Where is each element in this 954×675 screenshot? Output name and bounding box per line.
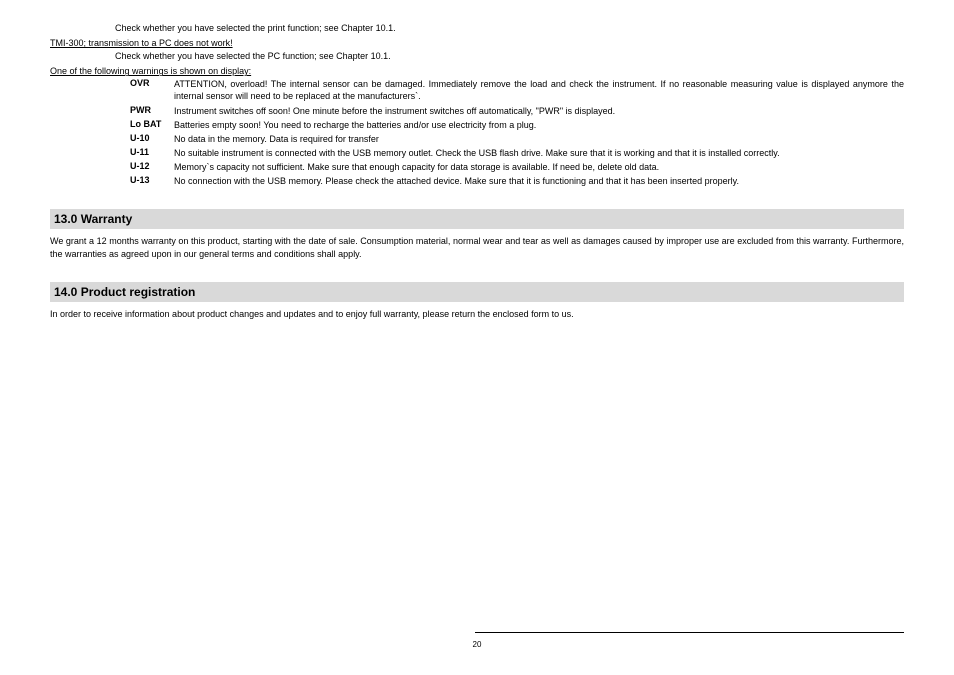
warning-desc: No data in the memory. Data is required … bbox=[174, 133, 904, 145]
footer-rule bbox=[475, 632, 904, 633]
warning-code: PWR bbox=[130, 105, 174, 115]
warning-code: U-13 bbox=[130, 175, 174, 185]
warning-desc: Instrument switches off soon! One minute… bbox=[174, 105, 904, 117]
warning-desc: No suitable instrument is connected with… bbox=[174, 147, 904, 159]
warning-row: U-10 No data in the memory. Data is requ… bbox=[130, 133, 904, 145]
warning-code: Lo BAT bbox=[130, 119, 174, 129]
section-title-warranty: 13.0 Warranty bbox=[50, 209, 904, 229]
warning-code: U-12 bbox=[130, 161, 174, 171]
warning-row: U-13 No connection with the USB memory. … bbox=[130, 175, 904, 187]
sub-heading-tmi300: TMI-300; transmission to a PC does not w… bbox=[50, 38, 904, 48]
warning-code: OVR bbox=[130, 78, 174, 88]
page-number: 20 bbox=[0, 640, 954, 649]
document-page: Check whether you have selected the prin… bbox=[0, 0, 954, 675]
warning-code: U-10 bbox=[130, 133, 174, 143]
warning-desc: Memory`s capacity not sufficient. Make s… bbox=[174, 161, 904, 173]
warning-code: U-11 bbox=[130, 147, 174, 157]
sub-heading-warnings: One of the following warnings is shown o… bbox=[50, 66, 904, 76]
warning-row: PWR Instrument switches off soon! One mi… bbox=[130, 105, 904, 117]
section-title-registration: 14.0 Product registration bbox=[50, 282, 904, 302]
warnings-table: OVR ATTENTION, overload! The internal se… bbox=[130, 78, 904, 187]
intro-line-2: Check whether you have selected the PC f… bbox=[115, 50, 904, 62]
warning-row: Lo BAT Batteries empty soon! You need to… bbox=[130, 119, 904, 131]
warning-row: OVR ATTENTION, overload! The internal se… bbox=[130, 78, 904, 102]
warning-row: U-11 No suitable instrument is connected… bbox=[130, 147, 904, 159]
section-body-registration: In order to receive information about pr… bbox=[50, 308, 904, 320]
warning-row: U-12 Memory`s capacity not sufficient. M… bbox=[130, 161, 904, 173]
warning-desc: No connection with the USB memory. Pleas… bbox=[174, 175, 904, 187]
section-body-warranty: We grant a 12 months warranty on this pr… bbox=[50, 235, 904, 259]
warning-desc: Batteries empty soon! You need to rechar… bbox=[174, 119, 904, 131]
intro-line-1: Check whether you have selected the prin… bbox=[115, 22, 904, 34]
warning-desc: ATTENTION, overload! The internal sensor… bbox=[174, 78, 904, 102]
